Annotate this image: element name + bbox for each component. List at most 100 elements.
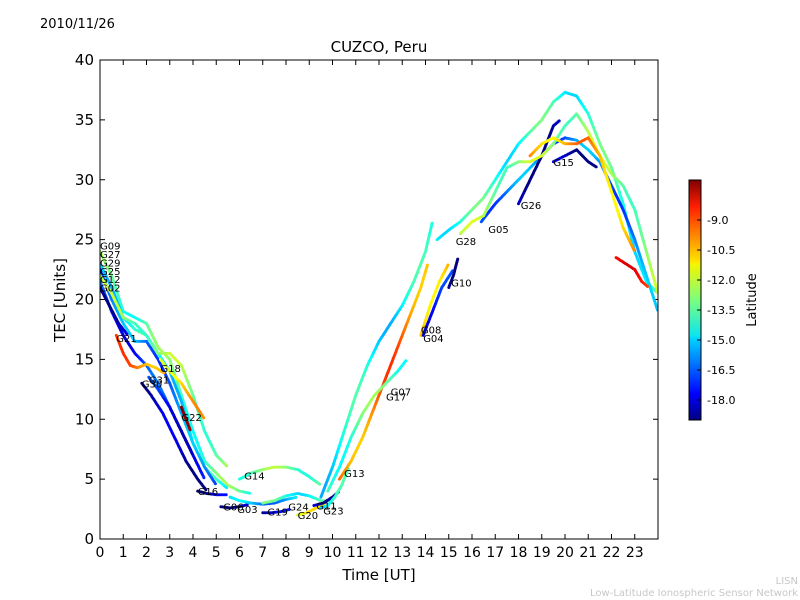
satellite-track: [458, 112, 658, 294]
tick-layer: 0 1 2 3 4 5 6 7 8 9 10 11 12 13 14 15 16 17 18 19 20 21 22 2305…: [75, 51, 658, 561]
data-point: [456, 257, 460, 261]
satellite-track: [196, 489, 228, 497]
satellite-label: G03: [237, 505, 257, 516]
satellite-label: G24: [288, 503, 308, 514]
x-tick-label: 19: [533, 545, 551, 561]
colorbar-tick-label: -10.5: [707, 244, 735, 257]
satellite-label: G29: [100, 258, 120, 269]
satellite-track: [158, 357, 206, 420]
satellite-track: [419, 263, 450, 337]
y-tick-label: 30: [75, 171, 94, 189]
data-point: [287, 508, 291, 511]
data-point: [318, 482, 322, 486]
satellite-label: G09: [100, 242, 120, 253]
satellite-track: [614, 256, 649, 288]
data-point: [245, 503, 249, 507]
data-point: [190, 452, 194, 456]
data-point: [225, 486, 229, 490]
data-point: [224, 493, 228, 497]
data-point: [594, 165, 598, 169]
satellite-track: [100, 274, 229, 468]
satellite-label: G14: [244, 472, 264, 483]
data-point: [162, 371, 166, 375]
x-axis-label: Time [UT]: [341, 566, 415, 584]
x-tick-label: 10: [324, 545, 342, 561]
x-tick-label: 16: [463, 545, 481, 561]
chart-title: CUZCO, Peru: [331, 38, 428, 56]
y-axis-label: TEC [Units]: [51, 258, 69, 343]
x-tick-label: 18: [510, 545, 528, 561]
plot-frame: [99, 59, 659, 540]
satellite-label: G22: [181, 413, 201, 424]
satellite-label: G12: [100, 275, 120, 286]
colorbar-tick-label: -13.5: [707, 304, 735, 317]
satellite-track: [140, 381, 208, 492]
y-tick-label: 15: [75, 350, 94, 368]
y-tick-label: 0: [84, 530, 94, 548]
satellite-label: G04: [423, 334, 443, 345]
satellite-label: G19: [267, 508, 287, 519]
y-tick-label: 40: [75, 51, 94, 69]
satellite-track: [326, 359, 408, 493]
satellite-label: G26: [521, 201, 541, 212]
data-point: [204, 488, 208, 492]
x-tick-label: 9: [305, 545, 314, 561]
satellite-label: G31: [149, 376, 169, 387]
colorbar-tick-label: -18.0: [707, 394, 735, 407]
x-tick-label: 8: [282, 545, 291, 561]
y-tick-label: 25: [75, 231, 94, 249]
satellite-track: [435, 90, 658, 294]
y-tick-label: 5: [84, 470, 94, 488]
satellite-track: [319, 467, 350, 510]
satellite-label: G10: [451, 279, 471, 290]
footer-org: LISN: [775, 576, 798, 587]
satellite-label: G18: [160, 364, 180, 375]
x-tick-label: 3: [165, 545, 174, 561]
satellite-label: G11: [316, 502, 336, 513]
satellite-label: G25: [100, 267, 120, 278]
x-tick-label: 6: [235, 545, 244, 561]
colorbar-tick-label: -15.0: [707, 334, 735, 347]
data-point: [404, 359, 408, 363]
data-point: [446, 263, 450, 267]
data-point: [632, 248, 636, 252]
satellite-track: [261, 492, 333, 505]
satellite-label: G15: [553, 158, 573, 169]
x-tick-label: 11: [347, 545, 365, 561]
x-tick-label: 15: [440, 545, 458, 561]
satellite-label: G07: [391, 388, 411, 399]
x-tick-label: 2: [142, 545, 151, 561]
data-point: [213, 482, 217, 486]
colorbar: [688, 179, 702, 421]
data-point: [294, 495, 298, 499]
x-tick-label: 20: [556, 545, 574, 561]
colorbar-tick-label: -16.5: [707, 364, 735, 377]
satellite-track: [551, 148, 598, 169]
x-tick-label: 13: [393, 545, 411, 561]
colorbar-tick-label: -12.0: [707, 274, 735, 287]
x-tick-label: 22: [603, 545, 621, 561]
satellite-label: G13: [344, 469, 364, 480]
x-tick-label: 17: [486, 545, 504, 561]
satellite-label: G28: [456, 237, 476, 248]
data-point: [430, 221, 434, 225]
satellite-label: G21: [116, 334, 136, 345]
satellite-label: G27: [100, 250, 120, 261]
satellite-label: G16: [198, 487, 218, 498]
x-tick-label: 5: [212, 545, 221, 561]
satellite-track: [447, 257, 460, 289]
data-point: [202, 416, 206, 420]
satellite-label: G06: [223, 503, 243, 514]
satellite-track: [114, 333, 166, 375]
data-point: [646, 285, 649, 288]
x-tick-label: 23: [626, 545, 644, 561]
data-point: [188, 428, 192, 432]
data-point: [425, 263, 429, 267]
satellite-track: [238, 465, 322, 486]
satellite-track: [319, 221, 434, 499]
satellite-track: [261, 508, 291, 515]
x-tick-label: 4: [189, 545, 198, 561]
x-tick-label: 21: [579, 545, 597, 561]
x-tick-label: 0: [96, 545, 105, 561]
satellite-track: [338, 263, 429, 481]
